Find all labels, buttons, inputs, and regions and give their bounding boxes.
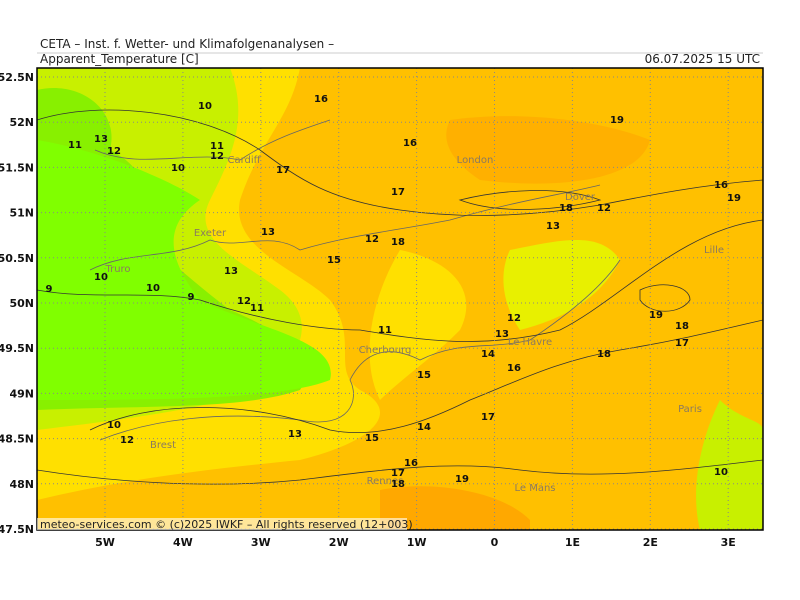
city-label: Paris	[678, 404, 702, 415]
contour-label: 12	[210, 151, 224, 162]
contour-label: 10	[714, 467, 728, 478]
grid	[37, 68, 763, 530]
contour-label: 14	[417, 422, 431, 433]
contour-label: 12	[120, 435, 134, 446]
city-label: Rennes	[367, 476, 404, 487]
contour-label: 10	[94, 272, 108, 283]
lon-label: 0	[491, 536, 499, 549]
contour-label: 11	[250, 303, 264, 314]
contour-label: 12	[107, 146, 121, 157]
lat-label: 52N	[9, 116, 34, 129]
contour-label: 18	[391, 479, 405, 490]
contour-label: 11	[210, 141, 224, 152]
lat-label: 50.5N	[0, 252, 34, 265]
lat-label: 51.5N	[0, 161, 34, 174]
contour-label: 12	[237, 296, 251, 307]
contour-label: 13	[546, 221, 560, 232]
contour-label: 16	[403, 138, 417, 149]
lat-label: 52.5N	[0, 71, 34, 84]
city-label: Dover	[565, 192, 596, 203]
lon-label: 4W	[173, 536, 193, 549]
lat-label: 50N	[9, 297, 34, 310]
contour-label: 19	[610, 115, 624, 126]
footer-bg	[37, 518, 407, 530]
map-field	[37, 68, 763, 530]
city-label: Exeter	[194, 228, 227, 239]
contour-label: 16	[507, 363, 521, 374]
contour-label: 10	[146, 283, 160, 294]
contour-label: 13	[495, 329, 509, 340]
contour-label: 15	[365, 433, 379, 444]
contour-label: 12	[507, 313, 521, 324]
lon-label: 3E	[721, 536, 736, 549]
contour-label: 17	[675, 338, 689, 349]
contour-label: 18	[597, 349, 611, 360]
lon-label: 2W	[329, 536, 349, 549]
city-label: London	[457, 155, 494, 166]
contour-label: 15	[327, 255, 341, 266]
city-label: Lille	[704, 245, 724, 256]
lon-label: 1W	[407, 536, 427, 549]
lon-label: 3W	[251, 536, 271, 549]
contour-label: 13	[288, 429, 302, 440]
city-label: Le Havre	[508, 337, 552, 348]
contour-label: 18	[675, 321, 689, 332]
contour-label: 18	[559, 203, 573, 214]
contour-label: 10	[107, 420, 121, 431]
contour-label: 9	[188, 292, 195, 303]
lon-label: 1E	[565, 536, 580, 549]
contour-label: 19	[455, 474, 469, 485]
contour-label: 13	[94, 134, 108, 145]
contour-label: 18	[391, 237, 405, 248]
parameter: Apparent_Temperature [C]	[40, 52, 199, 66]
contour-label: 16	[314, 94, 328, 105]
lat-label: 48.5N	[0, 433, 34, 446]
city-label: Cherbourg	[359, 345, 412, 356]
contour-label: 13	[224, 266, 238, 277]
contour-label: 12	[597, 203, 611, 214]
institute: CETA – Inst. f. Wetter- und Klimafolgena…	[40, 37, 334, 51]
contour-label: 9	[46, 284, 53, 295]
contour-label: 17	[481, 412, 495, 423]
city-label: Le Mans	[514, 483, 555, 494]
lat-label: 49N	[9, 387, 34, 400]
contour-label: 16	[404, 458, 418, 469]
contour-label: 10	[198, 101, 212, 112]
contour-label: 11	[68, 140, 82, 151]
contour-label: 17	[391, 468, 405, 479]
contour-label: 17	[391, 187, 405, 198]
city-label: Cardiff	[227, 155, 261, 166]
contour-label: 11	[378, 325, 392, 336]
lat-label: 48N	[9, 478, 34, 491]
contour-label: 19	[727, 193, 741, 204]
valid-time: 06.07.2025 15 UTC	[645, 52, 760, 66]
lat-label: 51N	[9, 207, 34, 220]
contour-label: 19	[649, 310, 663, 321]
lat-label: 47.5N	[0, 523, 34, 536]
lat-label: 49.5N	[0, 342, 34, 355]
contour-label: 10	[171, 163, 185, 174]
footer: meteo-services.com © (c)2025 IWKF – All …	[40, 518, 413, 531]
lon-label: 5W	[95, 536, 115, 549]
contour-label: 13	[261, 227, 275, 238]
contour-label: 14	[481, 349, 495, 360]
contour-label: 17	[276, 165, 290, 176]
contour-label: 12	[365, 234, 379, 245]
city-label: Brest	[150, 440, 176, 451]
contour-label: 16	[714, 180, 728, 191]
contour-label: 15	[417, 370, 431, 381]
lon-label: 2E	[643, 536, 658, 549]
city-label: Truro	[104, 264, 130, 275]
